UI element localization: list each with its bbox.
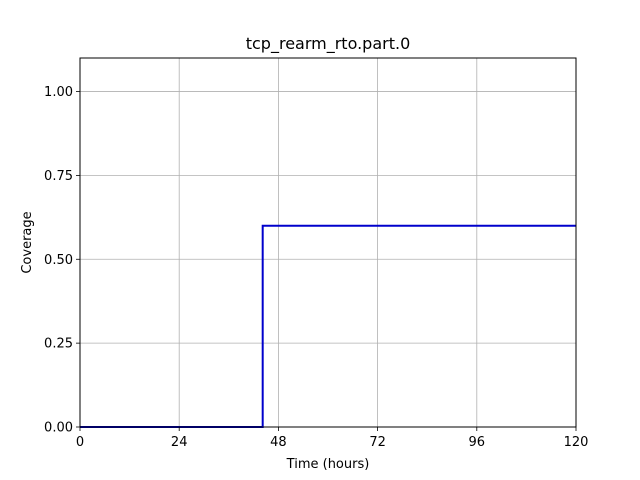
x-tick-label: 0 [76,435,84,450]
y-tick-label: 0.25 [44,337,73,352]
x-axis-label: Time (hours) [286,457,370,472]
y-tick-label: 0.50 [44,253,73,268]
y-tick-label: 0.00 [44,421,73,436]
axis-ticks: 0 24 48 72 96 120 0.00 0.25 0.50 0.75 1.00 [44,85,588,450]
chart-title: tcp_rearm_rto.part.0 [246,34,411,54]
x-tick-label: 48 [270,435,287,450]
x-tick-label: 24 [171,435,188,450]
x-tick-label: 96 [469,435,486,450]
y-axis-label: Coverage [20,211,35,273]
y-tick-label: 0.75 [44,169,73,184]
plot-area-frame [79,57,577,428]
x-tick-label: 72 [369,435,386,450]
x-tick-label: 120 [564,435,589,450]
y-tick-label: 1.00 [44,85,73,100]
